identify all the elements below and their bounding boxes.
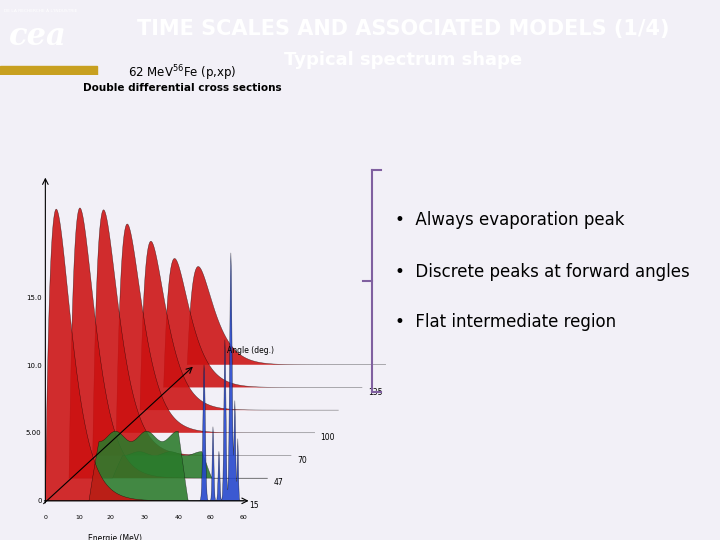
Polygon shape — [69, 208, 267, 478]
Text: 100: 100 — [320, 433, 335, 442]
Text: Double differential cross sections: Double differential cross sections — [84, 83, 282, 93]
Text: DE LA RECHERCHE À L'INDUSTRIE: DE LA RECHERCHE À L'INDUSTRIE — [4, 9, 77, 13]
Polygon shape — [117, 224, 315, 433]
Text: 30: 30 — [140, 515, 148, 520]
Text: 15.0: 15.0 — [26, 295, 42, 301]
Polygon shape — [140, 241, 338, 410]
Text: 0: 0 — [43, 515, 48, 520]
Text: 20: 20 — [107, 515, 114, 520]
Text: 70: 70 — [297, 456, 307, 465]
Text: •  Discrete peaks at forward angles: • Discrete peaks at forward angles — [395, 263, 690, 281]
Polygon shape — [93, 210, 291, 456]
Text: Energie (MeV): Energie (MeV) — [88, 534, 142, 540]
Text: 40: 40 — [174, 515, 182, 520]
Text: 10.0: 10.0 — [26, 363, 42, 369]
Bar — [0, 66, 97, 75]
Text: •  Always evaporation peak: • Always evaporation peak — [395, 211, 624, 229]
Text: 0: 0 — [37, 498, 42, 504]
Text: 135: 135 — [368, 388, 382, 397]
Polygon shape — [69, 451, 267, 478]
Text: Angle (deg.): Angle (deg.) — [227, 346, 274, 355]
Text: cea: cea — [9, 21, 66, 52]
Text: 60: 60 — [240, 515, 248, 520]
Polygon shape — [163, 259, 362, 388]
Text: •  Flat intermediate region: • Flat intermediate region — [395, 313, 616, 331]
Polygon shape — [187, 266, 386, 365]
Text: Typical spectrum shape: Typical spectrum shape — [284, 51, 522, 69]
Polygon shape — [45, 431, 244, 501]
Text: 62 MeV$^{56}$Fe (p,xp): 62 MeV$^{56}$Fe (p,xp) — [128, 64, 237, 83]
Text: TIME SCALES AND ASSOCIATED MODELS (1/4): TIME SCALES AND ASSOCIATED MODELS (1/4) — [137, 19, 670, 39]
Text: 47: 47 — [273, 478, 283, 488]
Text: 15: 15 — [250, 501, 259, 510]
Polygon shape — [45, 253, 244, 501]
Text: 5.00: 5.00 — [26, 430, 42, 436]
Polygon shape — [45, 209, 244, 501]
Text: 10: 10 — [75, 515, 83, 520]
Text: 60: 60 — [206, 515, 214, 520]
